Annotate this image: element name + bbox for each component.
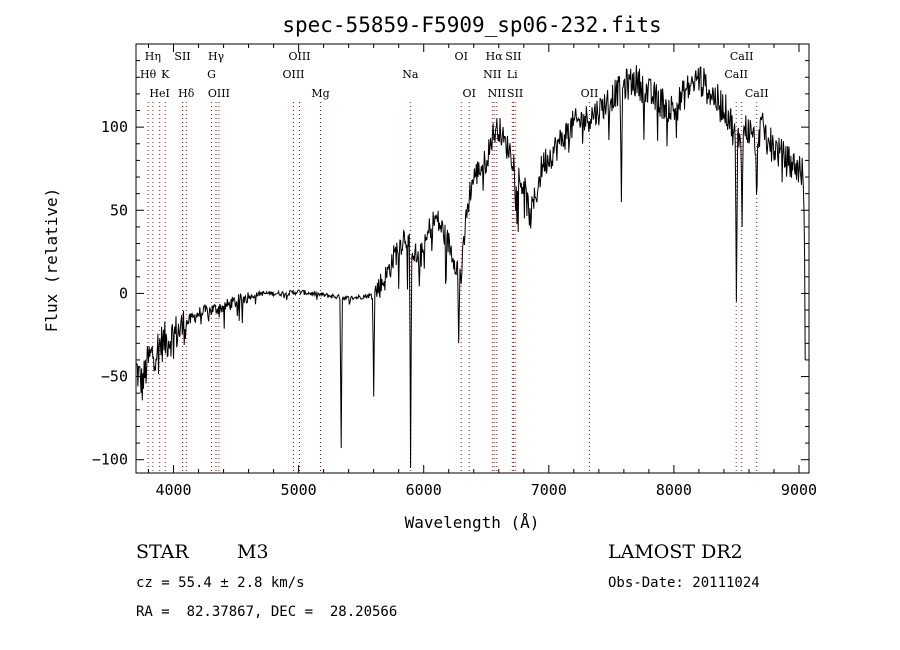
x-tick-label: 9000 bbox=[781, 481, 817, 499]
line-marker-label: Hα bbox=[486, 50, 504, 63]
y-tick-label: −50 bbox=[101, 368, 128, 386]
line-marker-label: OIII bbox=[288, 50, 310, 63]
spectrum-line bbox=[135, 65, 806, 469]
line-marker-label: Hγ bbox=[208, 50, 225, 63]
line-marker-label: OI bbox=[463, 87, 476, 100]
line-marker-label: NII bbox=[488, 87, 506, 100]
line-marker-label: Li bbox=[507, 68, 518, 81]
line-marker-label: NII bbox=[483, 68, 501, 81]
redshift-value: cz = 55.4 ± 2.8 km/s bbox=[136, 575, 305, 591]
chart-title: spec-55859-F5909_sp06-232.fits bbox=[282, 13, 661, 37]
line-marker-label: K bbox=[161, 68, 170, 81]
line-marker-label: OIII bbox=[208, 87, 230, 100]
x-tick-label: 8000 bbox=[656, 481, 692, 499]
y-tick-label: 0 bbox=[119, 284, 128, 302]
line-marker-label: Mg bbox=[311, 87, 329, 100]
line-marker-label: OI bbox=[455, 50, 468, 63]
line-marker-label: HeI bbox=[149, 87, 169, 100]
line-marker-label: CaII bbox=[730, 50, 754, 63]
y-axis-label: Flux (relative) bbox=[42, 188, 61, 333]
x-axis: 4000 5000 6000 7000 8000 9000 bbox=[148, 44, 817, 499]
coordinates: RA = 82.37867, DEC = 28.20566 bbox=[136, 604, 398, 620]
line-marker-label: Hθ bbox=[140, 68, 157, 81]
survey-name: LAMOST DR2 bbox=[608, 541, 743, 563]
y-tick-label: 100 bbox=[101, 118, 128, 136]
y-axis: −100 −50 0 50 100 bbox=[92, 60, 809, 469]
line-marker-label: SII bbox=[507, 87, 523, 100]
x-tick-label: 7000 bbox=[531, 481, 567, 499]
line-marker-label: CaII bbox=[724, 68, 748, 81]
x-axis-label: Wavelength (Å) bbox=[405, 513, 540, 532]
line-marker-label: G bbox=[207, 68, 216, 81]
line-marker-label: SII bbox=[505, 50, 521, 63]
x-tick-label: 5000 bbox=[281, 481, 317, 499]
line-marker-label: OIII bbox=[282, 68, 304, 81]
line-marker-label: Hδ bbox=[178, 87, 195, 100]
object-subclass: M3 bbox=[237, 541, 269, 563]
y-tick-label: −100 bbox=[92, 451, 128, 469]
x-tick-label: 6000 bbox=[406, 481, 442, 499]
x-tick-label: 4000 bbox=[155, 481, 191, 499]
spectrum-series bbox=[135, 65, 806, 469]
line-marker-label: CaII bbox=[745, 87, 769, 100]
line-marker-label: OII bbox=[581, 87, 599, 100]
line-marker-label: Na bbox=[402, 68, 419, 81]
plot-frame bbox=[135, 43, 810, 474]
line-marker-label: SII bbox=[174, 50, 190, 63]
line-marker-label: Hη bbox=[145, 50, 161, 63]
object-type: STAR bbox=[136, 541, 189, 563]
observation-date: Obs-Date: 20111024 bbox=[608, 575, 760, 591]
y-tick-label: 50 bbox=[110, 201, 128, 219]
